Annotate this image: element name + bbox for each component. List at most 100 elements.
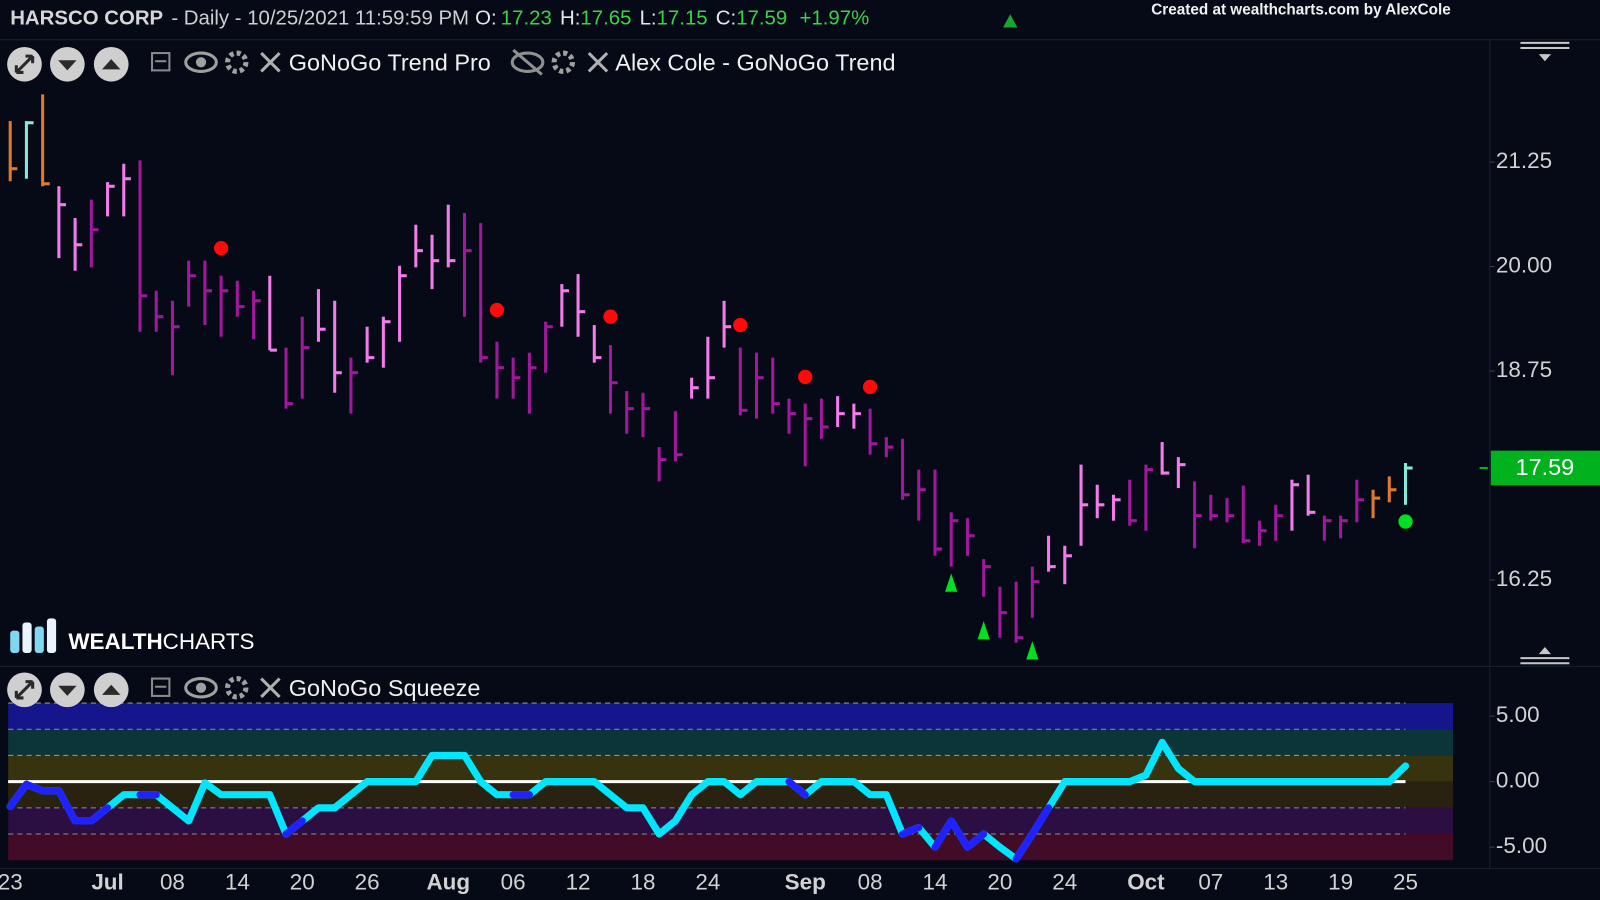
settings-button[interactable] bbox=[551, 50, 575, 74]
y-tick-label: 18.75 bbox=[1496, 357, 1552, 382]
up-icon bbox=[102, 59, 121, 70]
x-tick-label: 25 bbox=[1393, 870, 1418, 895]
change: +1.97% bbox=[799, 8, 869, 30]
y-tick-label: 20.00 bbox=[1496, 252, 1552, 277]
hidden-eye-button[interactable] bbox=[510, 51, 545, 73]
eye-pupil bbox=[195, 682, 207, 693]
up-arrow bbox=[1003, 14, 1018, 28]
down-icon bbox=[58, 685, 77, 696]
ohlc-value: 17.23 bbox=[501, 8, 552, 30]
ohlc-label: L: bbox=[640, 8, 657, 30]
squeeze-band bbox=[8, 729, 1454, 756]
background-layer bbox=[8, 702, 1454, 861]
squeeze-segment bbox=[1012, 830, 1036, 863]
x-tick-label: 20 bbox=[290, 870, 315, 895]
squeeze-band bbox=[8, 807, 1454, 835]
squeeze-line bbox=[6, 738, 1410, 863]
squeeze-band bbox=[8, 703, 1454, 730]
x-tick-label: 12 bbox=[566, 870, 591, 895]
ohlc-label: O: bbox=[475, 8, 497, 30]
x-tick-label: 18 bbox=[630, 870, 655, 895]
eye-button[interactable] bbox=[184, 677, 218, 699]
x-tick-label: 20 bbox=[987, 870, 1012, 895]
collapse-button[interactable] bbox=[151, 677, 171, 697]
signal-dot bbox=[489, 302, 505, 318]
x-tick-label: Sep bbox=[785, 870, 826, 895]
signal-dot bbox=[603, 309, 618, 324]
squeeze-band bbox=[8, 834, 1454, 861]
squeeze-segment bbox=[963, 830, 988, 851]
y-tick-label: 16.25 bbox=[1496, 566, 1552, 591]
expand-icon bbox=[14, 54, 35, 74]
up-icon bbox=[102, 684, 121, 695]
logo-regular: CHARTS bbox=[163, 629, 255, 654]
ohlc-value: 17.65 bbox=[580, 8, 631, 30]
squeeze-band bbox=[8, 755, 1454, 782]
y-tick-label: -5.00 bbox=[1496, 833, 1547, 858]
toolbar: GoNoGo Trend Pro Alex Cole - GoNoGo Tren… bbox=[7, 46, 896, 82]
x-tick-label: 26 bbox=[355, 870, 380, 895]
y-tick-label: 5.00 bbox=[1496, 702, 1540, 727]
squeeze-segment bbox=[1028, 804, 1053, 838]
y-tick-label: 21.25 bbox=[1496, 148, 1552, 173]
study-name: GoNoGo Squeeze bbox=[289, 675, 481, 701]
ohlc-value: 17.59 bbox=[736, 8, 787, 30]
settings-button[interactable] bbox=[225, 676, 249, 700]
signal-dot bbox=[798, 369, 813, 385]
toolbar: GoNoGo Squeeze bbox=[7, 672, 481, 708]
logo-bold: WEALTH bbox=[68, 629, 162, 654]
x-tick-label: 07 bbox=[1198, 870, 1223, 895]
credit: Created at wealthcharts.com by AlexCole bbox=[1151, 1, 1451, 18]
squeeze-segment bbox=[785, 778, 809, 799]
logo-text: WEALTHCHARTS bbox=[68, 629, 254, 654]
x-tick-label: 19 bbox=[1328, 870, 1353, 895]
x-tick-label: 14 bbox=[923, 870, 948, 895]
hidden-slash bbox=[512, 48, 543, 76]
x-tick-label: 13 bbox=[1263, 870, 1288, 895]
squeeze-segment bbox=[6, 780, 30, 811]
logo: WEALTHCHARTS bbox=[10, 618, 255, 654]
interval: - Daily - 10/25/2021 11:59:59 PM bbox=[171, 8, 469, 30]
last-price-label: 17.59 bbox=[1516, 454, 1575, 480]
signal-triangle bbox=[945, 573, 958, 592]
y-tick-label: 0.00 bbox=[1496, 768, 1540, 793]
header-line: HARSCO CORP - Daily - 10/25/2021 11:59:59… bbox=[10, 8, 869, 30]
settings-button[interactable] bbox=[225, 50, 249, 74]
expand-icon bbox=[14, 680, 35, 700]
ohlc-value: 17.15 bbox=[657, 8, 708, 30]
remove-button[interactable] bbox=[260, 51, 281, 73]
signal-dot bbox=[1398, 514, 1413, 529]
x-tick-label: Aug bbox=[426, 870, 470, 895]
x-tick-label: 08 bbox=[160, 870, 185, 895]
x-tick-label: 08 bbox=[858, 870, 883, 895]
last-price-box bbox=[1490, 450, 1600, 486]
symbol: HARSCO CORP bbox=[10, 8, 163, 30]
x-tick-label: 06 bbox=[501, 870, 526, 895]
x-tick-label: Oct bbox=[1127, 870, 1165, 895]
collapse-button[interactable] bbox=[151, 52, 171, 72]
squeeze-segment bbox=[931, 817, 955, 851]
squeeze-segment bbox=[947, 817, 972, 851]
remove-button[interactable] bbox=[260, 677, 281, 699]
squeeze-segment bbox=[55, 787, 79, 825]
remove-button[interactable] bbox=[587, 51, 609, 73]
eye-pupil bbox=[195, 57, 207, 68]
signal-triangle bbox=[977, 621, 990, 640]
x-tick-label: 24 bbox=[695, 870, 720, 895]
signal-triangle bbox=[1026, 641, 1039, 660]
study-name: Alex Cole - GoNoGo Trend bbox=[615, 49, 895, 75]
squeeze-segment bbox=[87, 804, 112, 825]
signal-dot bbox=[733, 317, 748, 333]
squeeze-segment bbox=[898, 823, 923, 838]
signal-dot bbox=[213, 241, 229, 256]
eye-button[interactable] bbox=[184, 51, 218, 73]
study-name: GoNoGo Trend Pro bbox=[289, 49, 491, 75]
x-tick-label: 24 bbox=[1052, 870, 1077, 895]
scale-menu[interactable] bbox=[1520, 41, 1570, 665]
down-icon bbox=[58, 60, 77, 71]
x-tick-label: Jul bbox=[91, 870, 123, 895]
squeeze-segment bbox=[282, 817, 306, 838]
x-tick-label: 23 bbox=[0, 870, 23, 895]
